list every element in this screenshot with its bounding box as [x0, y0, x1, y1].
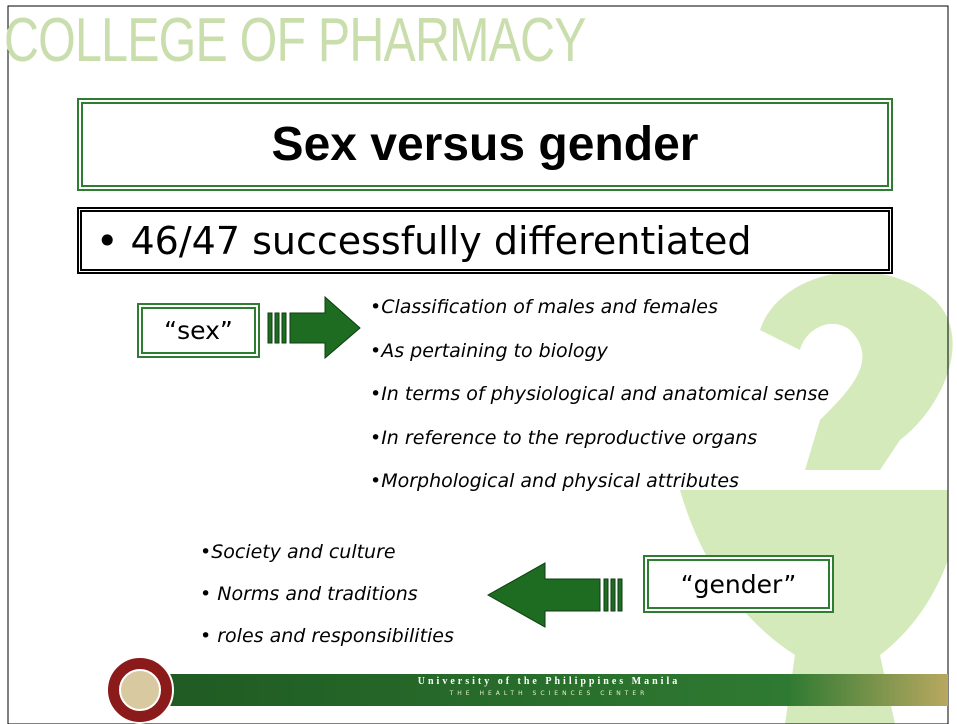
title: Sex versus gender	[77, 98, 893, 191]
gender-item: • roles and responsibilities	[200, 625, 454, 647]
pestle-shape	[760, 271, 953, 470]
header: COLLEGE OF PHARMACY	[4, 6, 587, 75]
seal-inner	[119, 669, 161, 711]
sex-item: •In terms of physiological and anatomica…	[370, 383, 830, 405]
gender-item: • Norms and traditions	[200, 583, 418, 605]
sex-item: •Classification of males and females	[370, 296, 718, 318]
gender-label: “gender”	[643, 555, 834, 613]
gender-item: •Society and culture	[200, 541, 396, 563]
sex-item: •In reference to the reproductive organs	[370, 426, 758, 449]
slide-frame	[7, 5, 949, 724]
right-arrow	[267, 295, 361, 360]
footer-tagline: THE HEALTH SCIENCES CENTER	[449, 690, 649, 697]
sex-item: •As pertaining to biology	[370, 339, 608, 362]
subtitle: • 46/47 successfully differentiated	[77, 207, 893, 274]
sex-label: “sex”	[137, 303, 260, 358]
left-arrow	[486, 562, 623, 628]
footer-university: University of the Philippines Manila	[417, 676, 681, 687]
sex-item: •Morphological and physical attributes	[370, 470, 739, 492]
footer-bar	[150, 674, 948, 706]
